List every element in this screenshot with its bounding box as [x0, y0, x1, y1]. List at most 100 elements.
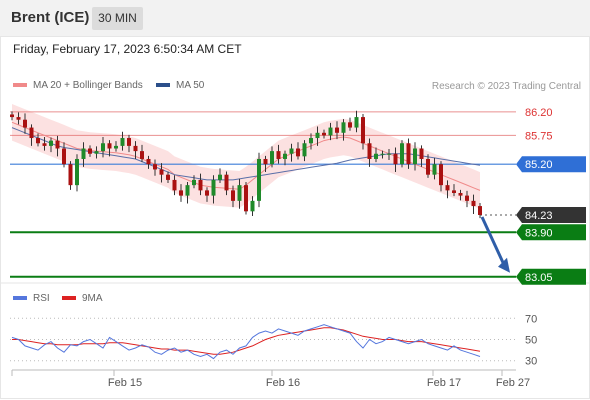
candle-body — [309, 138, 313, 144]
candle-body — [452, 190, 456, 193]
ma9-swatch — [62, 296, 76, 301]
candle-body — [179, 190, 183, 196]
candle-body — [237, 185, 242, 201]
candle-body — [42, 143, 47, 146]
price-label-85-75: 85.75 — [525, 130, 553, 142]
candle-body — [335, 127, 339, 133]
candle-body — [270, 151, 274, 165]
forecast-arrow-head — [498, 257, 510, 273]
price-tag-text-84-23: 84.23 — [525, 210, 553, 222]
candle-body — [302, 143, 307, 157]
candle-body — [218, 174, 222, 180]
x-tick-label-3: Feb 27 — [496, 377, 530, 389]
legend-ma20: MA 20 + Bollinger Bands — [13, 80, 143, 91]
candle-body — [153, 164, 157, 170]
candle-body — [120, 138, 125, 146]
candle-body — [140, 151, 144, 159]
rsi-tick-label-50: 50 — [525, 335, 537, 347]
candle-body — [94, 151, 99, 154]
candle-body — [101, 143, 105, 152]
candle-body — [413, 148, 417, 165]
candle-body — [231, 190, 235, 201]
instrument-title: Brent (ICE) — [11, 9, 90, 26]
interval-badge[interactable]: 30 MIN — [92, 7, 143, 30]
legend-rsi-label: RSI — [33, 293, 50, 304]
rsi-swatch — [13, 296, 27, 301]
price-tag-84-23 — [516, 206, 586, 223]
candle-body — [439, 164, 443, 186]
candle-body — [328, 127, 333, 136]
candle-body — [289, 148, 294, 154]
candle-body — [354, 117, 359, 128]
header-bar: Brent (ICE) 30 MIN — [0, 0, 590, 36]
x-tick-label-2: Feb 17 — [427, 377, 461, 389]
candle-body — [10, 114, 14, 118]
candle-body — [263, 158, 268, 165]
candle-body — [224, 174, 229, 191]
price-label-86-20: 86.20 — [525, 107, 553, 119]
ma20-swatch — [13, 83, 27, 88]
candle-body — [29, 127, 34, 139]
candle-body — [250, 200, 255, 212]
candle-body — [36, 138, 40, 144]
rsi-line — [11, 324, 481, 360]
candle-body — [81, 148, 86, 159]
candle-body — [55, 140, 60, 149]
candle-body — [478, 206, 482, 215]
candle-body — [387, 153, 391, 155]
candle-body — [374, 153, 378, 159]
legend-ma50-label: MA 50 — [176, 80, 205, 91]
rsi-tick-label-30: 30 — [525, 356, 537, 368]
candle-body — [458, 193, 463, 196]
price-tag-83-90 — [516, 224, 586, 241]
candle-body — [159, 169, 164, 175]
candle-body — [432, 164, 437, 175]
candle-body — [23, 119, 27, 128]
price-tag-text-85-20: 85.20 — [525, 159, 553, 171]
candle-body — [341, 122, 346, 133]
candle-body — [211, 179, 216, 196]
candle-body — [322, 132, 326, 136]
legend-ma20-label: MA 20 + Bollinger Bands — [33, 80, 143, 91]
candles — [10, 110, 482, 219]
candle-body — [315, 132, 320, 139]
ma50-swatch — [156, 83, 170, 88]
candle-body — [400, 143, 404, 165]
credit: Research © 2023 Trading Central — [431, 81, 581, 92]
candle-body — [166, 174, 170, 180]
candle-body — [465, 195, 469, 201]
forecast-arrow-shaft — [480, 216, 506, 266]
x-tick-label-1: Feb 16 — [266, 377, 300, 389]
candle-body — [380, 153, 385, 155]
candle-body — [257, 158, 261, 201]
candle-body — [107, 143, 112, 149]
candle-body — [419, 148, 424, 159]
candle-body — [406, 143, 411, 165]
candle-body — [367, 143, 372, 159]
candle-body — [348, 122, 352, 128]
price-tag-85-20 — [516, 156, 586, 173]
candle-body — [127, 138, 131, 146]
candle-body — [471, 200, 476, 207]
candle-body — [146, 158, 151, 165]
candle-body — [16, 117, 21, 120]
legend-ma50: MA 50 — [156, 80, 204, 91]
legend-rsi: RSI — [13, 293, 50, 304]
rsi-tick-label-70: 70 — [525, 313, 537, 325]
candle-body — [283, 153, 287, 159]
candle-body — [68, 164, 73, 186]
price-tag-text-83-90: 83.90 — [525, 227, 553, 239]
candle-body — [198, 179, 203, 191]
candle-body — [172, 179, 177, 191]
candle-body — [133, 145, 138, 152]
x-tick-label-0: Feb 15 — [108, 377, 142, 389]
legend-9ma-label: 9MA — [82, 293, 103, 304]
candle-body — [296, 148, 300, 157]
price-tag-83-05 — [516, 268, 586, 285]
candle-body — [192, 179, 196, 186]
candle-body — [244, 185, 248, 212]
candle-body — [361, 117, 365, 144]
rsi-ma9-line — [12, 327, 481, 355]
timestamp: Friday, February 17, 2023 6:50:34 AM CET — [13, 42, 242, 56]
